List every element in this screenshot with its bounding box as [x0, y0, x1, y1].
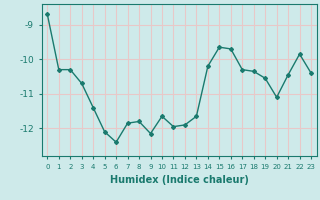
X-axis label: Humidex (Indice chaleur): Humidex (Indice chaleur) [110, 175, 249, 185]
